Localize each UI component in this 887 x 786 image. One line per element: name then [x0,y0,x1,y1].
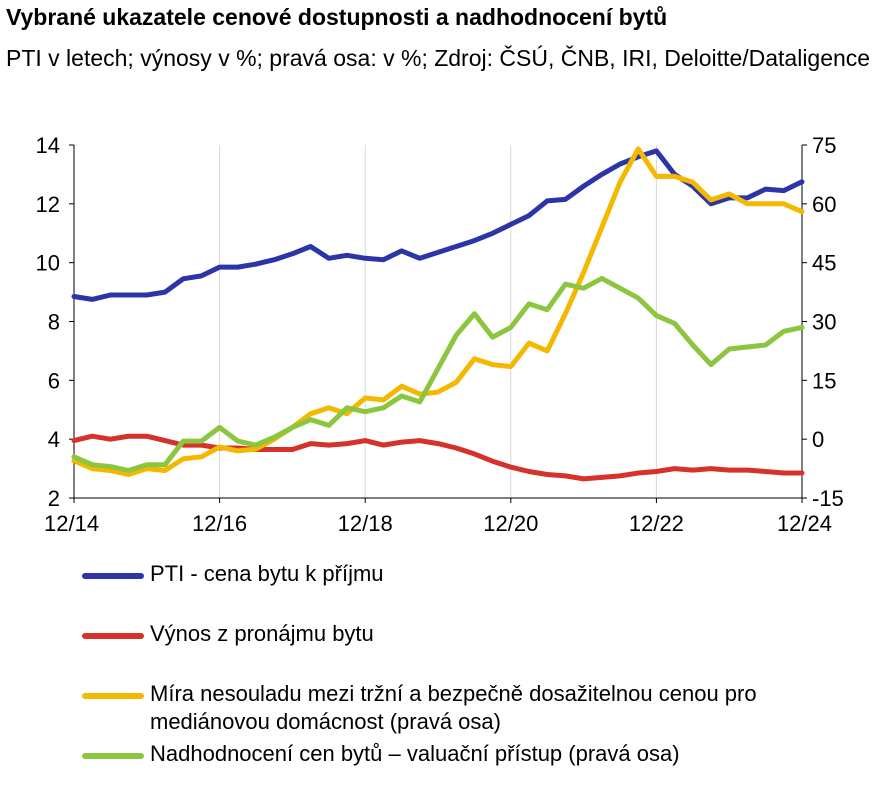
left-tick-label: 2 [48,486,60,511]
x-tick-label: 12/22 [629,511,684,536]
right-tick-label: -15 [812,486,844,511]
x-tick-label: 12/20 [483,511,538,536]
legend-swatch [82,633,144,639]
left-tick-label: 14 [36,133,60,158]
x-tick-label: 12/18 [338,511,393,536]
legend-item-4: Nadhodnocení cen bytů – valuační přístup… [82,740,810,768]
right-tick-label: 30 [812,310,836,335]
legend-label: PTI - cena bytu k příjmu [150,561,384,586]
legend-swatch [82,753,144,759]
line-chart: 2 4 6 8 10 12 14 -15 0 15 30 45 60 75 12/14 12/16 12/18 1… [36,133,844,536]
legend-swatch [82,693,144,699]
x-tick-label: 12/16 [192,511,247,536]
left-tick-label: 6 [48,368,60,393]
tick-labels: 2 4 6 8 10 12 14 -15 0 15 30 45 60 75 12/14 12/16 12/18 1… [36,133,844,536]
series-lines [71,146,805,482]
right-tick-label: 45 [812,251,836,276]
legend-item-1: PTI - cena bytu k příjmu [82,560,810,588]
series-line-2 [71,433,805,482]
x-tick-label: 12/24 [777,511,832,536]
legend-label: Nadhodnocení cen bytů – valuační přístup… [150,741,680,766]
x-tick-label: 12/14 [44,511,99,536]
legend-item-3: Míra nesouladu mezi tržní a bezpečně dos… [82,680,810,736]
left-tick-label: 8 [48,310,60,335]
right-tick-label: 75 [812,133,836,158]
legend-item-2: Výnos z pronájmu bytu [82,620,810,648]
chart-subtitle: PTI v letech; výnosy v %; pravá osa: v %… [6,45,871,71]
left-tick-label: 12 [36,192,60,217]
legend-label: Výnos z pronájmu bytu [150,621,374,646]
left-tick-label: 10 [36,251,60,276]
right-tick-label: 15 [812,368,836,393]
series-line-1 [71,148,805,302]
chart-title: Vybrané ukazatele cenové dostupnosti a n… [6,4,668,30]
series-line-3 [71,146,805,477]
left-tick-label: 4 [48,427,60,452]
right-tick-label: 60 [812,192,836,217]
series-line-4 [71,275,805,473]
legend-swatch [82,573,144,579]
legend-label: Míra nesouladu mezi tržní a bezpečně dos… [150,681,757,734]
right-tick-label: 0 [812,427,824,452]
